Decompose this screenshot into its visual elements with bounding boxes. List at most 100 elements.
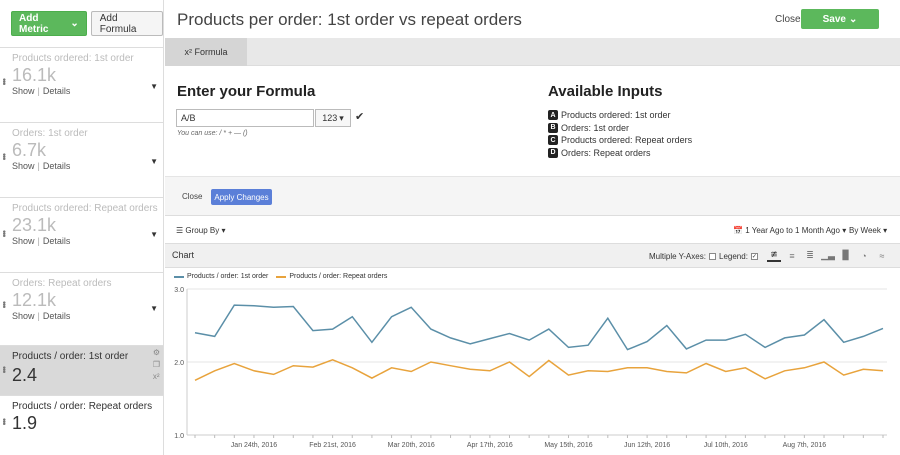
chart-area: Products / order: 1st order Products / o… <box>165 268 900 455</box>
formula-icon[interactable]: x² <box>152 372 160 381</box>
legend-label: Products / order: Repeat orders <box>289 273 388 280</box>
input-letter-badge: B <box>548 122 558 133</box>
number-format-value: 123 <box>322 113 338 123</box>
metric-card[interactable]: ••• Orders: 1st order 6.7k Show | Details … <box>0 123 163 198</box>
drag-handle-icon[interactable]: ••• <box>0 418 9 425</box>
chevron-down-icon: ⌄ <box>848 13 858 25</box>
metric-card[interactable]: ••• Orders: Repeat orders 12.1k Show | Det… <box>0 273 163 346</box>
divider: | <box>37 86 40 96</box>
legend-label: Products / order: 1st order <box>187 273 269 280</box>
input-letter-badge: D <box>548 147 558 158</box>
details-link[interactable]: Details <box>42 86 71 96</box>
x-tick-label: Mar 20th, 2016 <box>388 442 435 449</box>
show-link[interactable]: Show <box>12 311 35 321</box>
metric-label: Products ordered: Repeat orders <box>12 203 158 214</box>
tab-formula[interactable]: x² Formula <box>165 38 247 66</box>
metric-card[interactable]: ••• Products / order: Repeat orders 1.9 <box>0 396 163 455</box>
x-tick-label: Apr 17th, 2016 <box>467 442 513 449</box>
metric-card[interactable]: ••• Products ordered: Repeat orders 23.1… <box>0 198 163 273</box>
metric-value: 1.9 <box>12 413 38 433</box>
show-link[interactable]: Show <box>12 161 35 171</box>
divider: | <box>37 236 40 246</box>
caret-down-icon: ▾ <box>842 226 847 235</box>
metric-card-selected[interactable]: ••• Products / order: 1st order 2.4 ⚙ ❐ … <box>0 346 163 396</box>
details-link[interactable]: Details <box>42 161 71 171</box>
y-tick-label: 3.0 <box>174 287 184 294</box>
date-range-dropdown[interactable]: 📅 1 Year Ago to 1 Month Ago ▾ <box>733 226 846 235</box>
filter-icon[interactable]: ▼ <box>150 230 158 239</box>
legend-item[interactable]: Products / order: Repeat orders <box>276 273 387 280</box>
filter-icon[interactable]: ▼ <box>150 304 158 313</box>
page-title: Products per order: 1st order vs repeat … <box>177 10 522 29</box>
input-item[interactable]: D Orders: Repeat orders <box>548 147 692 159</box>
metric-actions: ⚙ ❐ x² <box>153 348 160 381</box>
stacked-column-icon[interactable]: ▉ <box>842 250 850 260</box>
metric-value: 6.7k <box>12 140 47 160</box>
chart-toolbar: ☰ Group By ▾ 📅 1 Year Ago to 1 Month Ago… <box>165 216 900 244</box>
drag-handle-icon[interactable]: ••• <box>0 366 9 373</box>
chevron-down-icon: ⌄ <box>70 18 79 29</box>
inputs-list: A Products ordered: 1st order B Orders: 1s… <box>548 109 692 159</box>
x-tick-label: Jun 12th, 2016 <box>624 442 670 449</box>
metric-value: 23.1k <box>12 215 57 235</box>
input-letter-badge: C <box>548 135 558 145</box>
formula-hint: You can use: / * + — () <box>177 130 248 137</box>
formula-input[interactable]: A/B <box>176 109 314 127</box>
drag-handle-icon[interactable]: ••• <box>0 78 9 85</box>
details-link[interactable]: Details <box>42 311 71 321</box>
gear-icon[interactable]: ⚙ <box>152 348 160 357</box>
show-link[interactable]: Show <box>12 86 35 96</box>
checkmark-icon: ✔ <box>355 111 365 123</box>
stacked-bar-icon[interactable]: ≣ <box>806 250 814 260</box>
chart-legend: Products / order: 1st order Products / o… <box>174 273 387 280</box>
add-metric-button[interactable]: Add Metric ⌄ <box>11 11 87 36</box>
metric-value: 12.1k <box>12 290 57 310</box>
input-label: Products ordered: 1st order <box>561 110 671 120</box>
drag-handle-icon[interactable]: ••• <box>0 230 9 237</box>
legend-item[interactable]: Products / order: 1st order <box>174 273 268 280</box>
y-tick-label: 2.0 <box>174 360 184 367</box>
legend-swatch <box>276 275 287 278</box>
multiple-y-axes-toggle[interactable]: Multiple Y-Axes: <box>649 252 716 261</box>
legend-checkbox[interactable]: ✓ <box>750 253 758 260</box>
details-link[interactable]: Details <box>42 236 71 246</box>
sidebar-toolbar: Add Metric ⌄ Add Formula <box>0 0 163 48</box>
metric-label: Products / order: Repeat orders <box>12 401 153 412</box>
group-by-dropdown[interactable]: ☰ Group By ▾ <box>176 226 225 235</box>
apply-bar: Close Apply Changes <box>165 176 900 216</box>
divider: | <box>37 311 40 321</box>
apply-changes-button[interactable]: Apply Changes <box>211 189 272 205</box>
series-line <box>194 358 884 381</box>
caret-down-icon: ▾ <box>221 226 226 235</box>
filter-icon[interactable]: ▼ <box>150 157 158 166</box>
input-item[interactable]: A Products ordered: 1st order <box>548 109 692 121</box>
show-link[interactable]: Show <box>12 236 35 246</box>
number-format-select[interactable]: 123 ▾ <box>315 109 351 127</box>
filter-icon[interactable]: ▼ <box>150 82 158 91</box>
drag-handle-icon[interactable]: ••• <box>0 301 9 308</box>
save-label: Save <box>822 13 846 25</box>
metric-card[interactable]: ••• Products ordered: 1st order 16.1k Sh… <box>0 48 163 123</box>
multiple-y-axes-checkbox[interactable] <box>708 253 716 260</box>
date-range-label: 1 Year Ago to 1 Month Ago <box>745 226 840 235</box>
close-button[interactable]: Close <box>775 14 801 25</box>
copy-icon[interactable]: ❐ <box>152 360 160 369</box>
calendar-icon: 📅 <box>733 226 743 235</box>
close-formula-button[interactable]: Close <box>182 192 203 201</box>
pie-chart-icon[interactable]: ◔ <box>861 250 867 261</box>
interval-dropdown[interactable]: By Week ▾ <box>849 226 887 235</box>
caret-down-icon: ▾ <box>883 226 888 235</box>
legend-toggle[interactable]: Legend: ✓ <box>719 252 758 261</box>
add-formula-button[interactable]: Add Formula <box>90 11 163 36</box>
horizontal-bar-icon[interactable]: ≡ <box>789 250 795 261</box>
input-item[interactable]: B Orders: 1st order <box>548 122 692 134</box>
input-item[interactable]: C Products ordered: Repeat orders <box>548 134 692 146</box>
inputs-heading: Available Inputs <box>548 83 663 100</box>
save-button[interactable]: Save ⌄ <box>801 9 879 29</box>
column-chart-icon[interactable]: ▁▃ <box>821 250 835 260</box>
area-chart-icon[interactable]: ≈ <box>879 250 885 261</box>
line-chart-icon[interactable]: ≇ <box>767 249 781 262</box>
group-by-label: Group By <box>185 226 220 235</box>
series-line <box>194 304 884 351</box>
drag-handle-icon[interactable]: ••• <box>0 153 9 160</box>
